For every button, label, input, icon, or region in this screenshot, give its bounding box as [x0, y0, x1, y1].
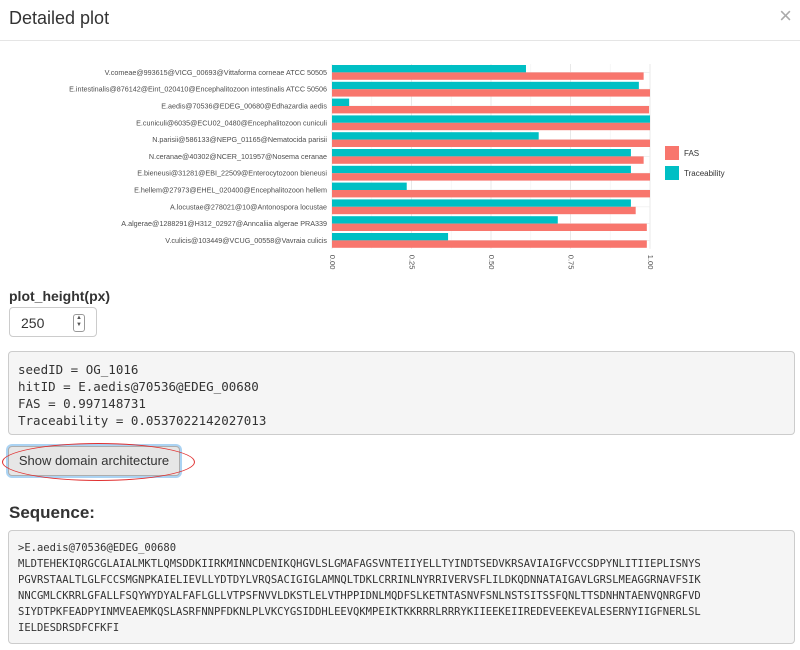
category-label: V.culicis@103449@VCUG_00558@Vavraia culi… [165, 236, 327, 245]
sequence-line: NNCGMLCKRRLGFALLFSQYWYDYALFAFLGLLVTPSFNV… [18, 590, 701, 602]
legend-label: FAS [684, 149, 699, 158]
traceability-bar [332, 65, 526, 73]
category-label: E.cuniculi@6035@ECU02_0480@Encephalitozo… [136, 118, 327, 127]
traceability-bar [332, 199, 631, 207]
sequence-line: MLDTEHEKIQRGCGLAIALMKTLQMSDDKIIRKMINNCDE… [18, 558, 701, 570]
x-tick-label: 0.75 [567, 255, 576, 270]
modal-header: Detailed plot × [0, 0, 800, 41]
sequence-header: >E.aedis@70536@EDEG_00680 [18, 542, 177, 554]
modal-title: Detailed plot [9, 8, 110, 28]
x-tick-label: 0.50 [487, 255, 496, 270]
traceability-bar [332, 182, 407, 190]
sequence-line: SIYDTPKFEADPYINMVEAEMKQSLASRFNNPFDKNLPLV… [18, 606, 701, 618]
sequence-heading: Sequence: [9, 503, 95, 522]
seed-id-line: seedID = OG_1016 [18, 362, 139, 377]
spinner-arrows-icon[interactable]: ▲ ▼ [73, 314, 85, 332]
category-label: V.comeae@993615@VICG_00693@Vittaforma co… [105, 68, 327, 77]
sequence-line: PGVRSTAALTLGLFCCSMGNPKAIELIEVLLYDTDYLVRQ… [18, 574, 701, 586]
category-label: E.aedis@70536@EDEG_00680@Edhazardia aedi… [161, 102, 327, 111]
traceability-bar [332, 165, 631, 174]
fas-bar [332, 89, 650, 97]
category-label: A.locustae@278021@10@Antonospora locusta… [170, 202, 327, 211]
category-label: E.bieneusi@31281@EBI_22509@Enterocytozoo… [137, 169, 327, 178]
traceability-bar [332, 132, 539, 140]
fas-bar [332, 173, 650, 181]
fas-bar [332, 156, 644, 164]
category-label: E.hellem@27973@EHEL_020400@Encephalitozo… [134, 186, 327, 195]
sequence-box: >E.aedis@70536@EDEG_00680 MLDTEHEKIQRGCG… [8, 530, 795, 644]
category-label: N.ceranae@40302@NCER_101957@Nosema ceran… [149, 152, 327, 161]
hit-info-box: seedID = OG_1016 hitID = E.aedis@70536@E… [8, 351, 795, 435]
traceability-bar [332, 81, 639, 90]
legend-label: Traceability [684, 169, 725, 178]
fas-bar [332, 106, 650, 114]
fas-bar [332, 72, 644, 80]
x-tick-label: 0.25 [408, 255, 417, 270]
fas-line: FAS = 0.997148731 [18, 396, 146, 411]
fas-bar [332, 139, 650, 147]
fas-bar [332, 206, 636, 215]
fas-bar [332, 240, 647, 248]
show-domain-architecture-button[interactable]: Show domain architecture [8, 446, 180, 476]
traceability-bar [332, 233, 449, 241]
x-tick-label: 0.00 [328, 255, 337, 270]
fas-bar [332, 190, 650, 198]
traceability-bar [332, 98, 350, 106]
hit-id-line: hitID = E.aedis@70536@EDEG_00680 [18, 379, 259, 394]
close-icon[interactable]: × [779, 3, 792, 28]
fas-bar [332, 223, 647, 231]
sequence-line: IELDESDRSDFCFKFI [18, 622, 120, 634]
category-label: A.algerae@1288291@H312_02927@Anncaliia a… [121, 219, 327, 228]
plot-height-value: 250 [21, 315, 45, 331]
detailed-bar-plot: V.comeae@993615@VICG_00693@Vittaforma co… [69, 64, 725, 270]
legend-swatch [665, 166, 679, 180]
traceability-bar [332, 115, 650, 123]
category-label: E.intestinalis@876142@Eint_020410@Enceph… [69, 85, 327, 94]
traceability-bar [332, 149, 631, 157]
traceability-line: Traceability = 0.0537022142027013 [18, 413, 267, 428]
x-tick-label: 1.00 [646, 255, 655, 270]
legend-swatch [665, 146, 679, 160]
fas-bar [332, 122, 650, 131]
plot-height-label: plot_height(px) [9, 288, 111, 304]
traceability-bar [332, 216, 558, 224]
category-label: N.parisii@586133@NEPG_01165@Nematocida p… [152, 135, 327, 144]
plot-height-input[interactable]: 250 ▲ ▼ [9, 307, 97, 337]
